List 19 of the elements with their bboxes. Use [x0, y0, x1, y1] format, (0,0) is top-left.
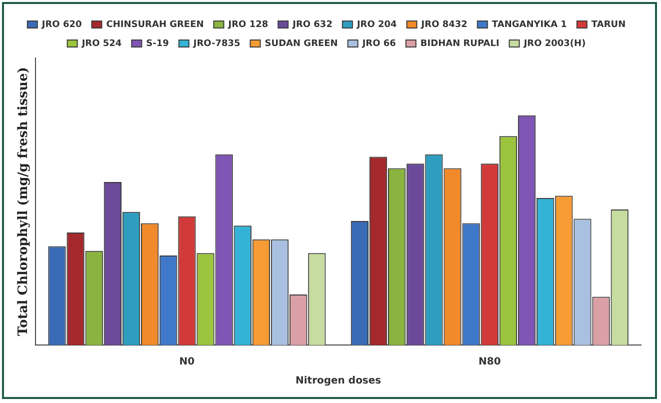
legend-label: JRO 2003(H)	[522, 38, 586, 49]
legend-label: S-19	[146, 38, 169, 49]
legend-label: TANGANYIKA 1	[492, 20, 567, 30]
legend-label: JRO 524	[80, 38, 122, 49]
legend-label: JRO 204	[356, 20, 397, 30]
x-tick-label: N80	[478, 356, 501, 368]
legend-label: BIDHAN RUPALI	[420, 38, 500, 49]
x-axis-title: Nitrogen doses	[295, 376, 382, 387]
legend-label: TARUN	[591, 20, 626, 30]
x-tick-label: N0	[179, 356, 195, 368]
legend-label: JRO 66	[361, 38, 396, 49]
legend-label: SUDAN GREEN	[264, 38, 338, 49]
y-axis-title: Total Chlorophyll (mg/g fresh tissue)	[16, 67, 32, 336]
legend-label: JRO 8432	[420, 20, 468, 30]
legend-label: JRO 128	[227, 20, 268, 30]
legend-label: JRO 632	[292, 20, 332, 30]
legend-label: JRO 620	[40, 20, 82, 30]
legend-label: JRO-7835	[192, 38, 240, 49]
legend-label: CHINSURAH GREEN	[106, 20, 204, 30]
